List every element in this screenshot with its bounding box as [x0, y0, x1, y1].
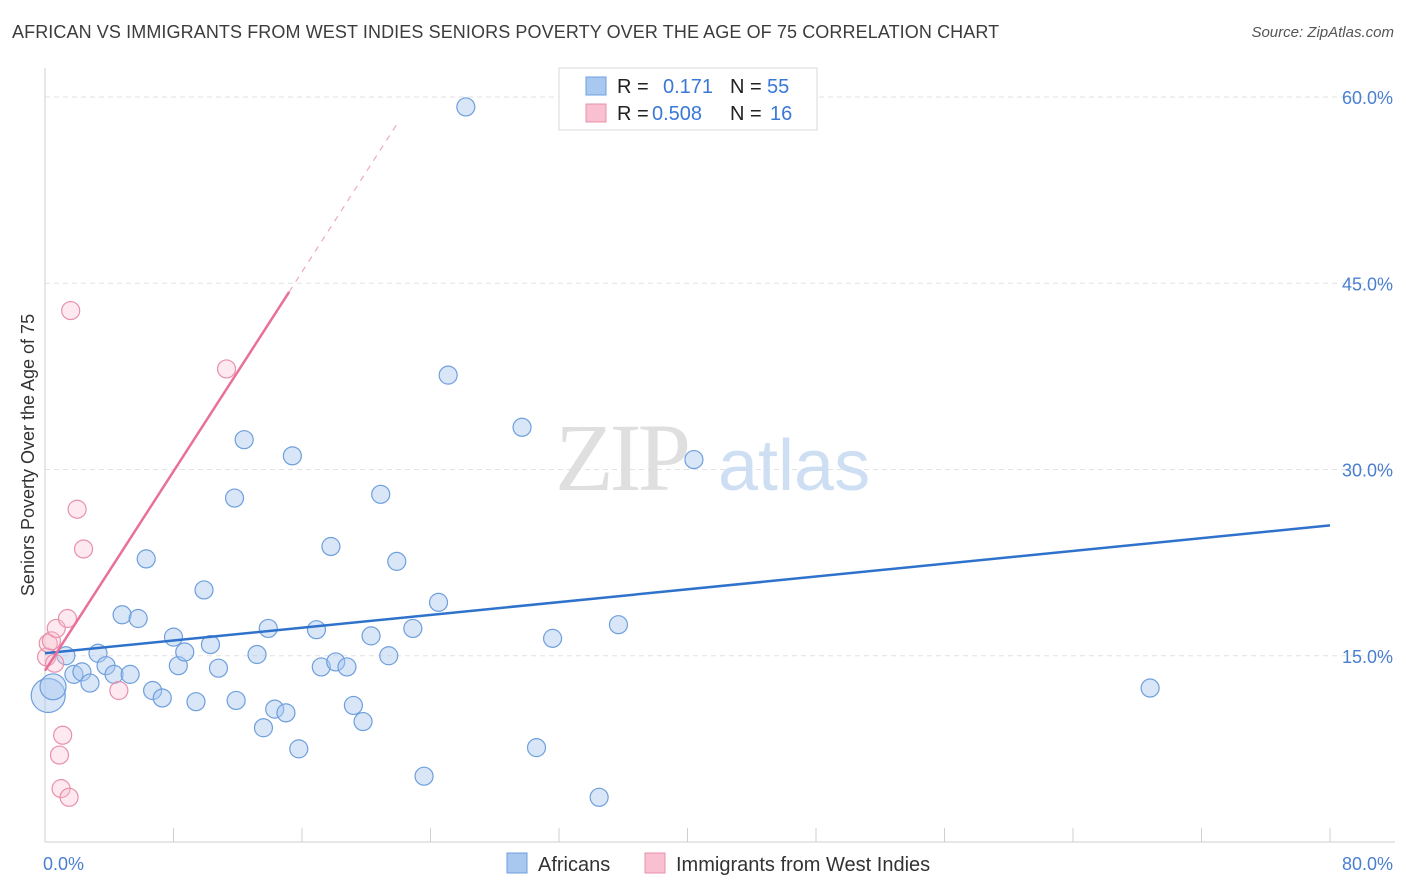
point-africans	[175, 642, 195, 662]
point-africans	[353, 711, 373, 732]
point-africans	[136, 549, 156, 569]
legend-r-label: R =	[617, 103, 649, 125]
legend-n-label: N =	[730, 76, 762, 98]
point-africans	[361, 626, 381, 646]
point-africans	[337, 657, 357, 677]
y-tick-label: 30.0%	[1342, 461, 1393, 481]
point-africans	[208, 658, 229, 678]
point-west-indies	[216, 359, 237, 379]
point-africans	[143, 680, 163, 701]
point-africans	[258, 618, 278, 639]
legend-r-value-africans: 0.171	[663, 76, 713, 98]
point-west-indies	[73, 539, 94, 559]
legend-n-label: N =	[730, 103, 762, 125]
point-west-indies	[57, 608, 78, 629]
bottom-legend-swatch-west-indies	[644, 852, 666, 874]
gridlines	[45, 96, 1395, 657]
point-africans	[589, 787, 609, 807]
watermark: ZIP atlas	[555, 404, 870, 511]
point-africans	[512, 417, 532, 437]
point-africans	[289, 739, 309, 759]
point-africans	[234, 430, 254, 450]
y-tick-label: 15.0%	[1342, 647, 1393, 667]
point-africans	[311, 657, 331, 677]
legend-n-value-africans: 55	[767, 76, 789, 98]
point-west-indies	[67, 499, 87, 519]
point-africans	[403, 618, 423, 639]
stats-legend: R = 0.171 N = 55 R = 0.508 N = 16	[558, 67, 818, 131]
point-africans	[428, 592, 449, 612]
point-africans	[343, 695, 363, 716]
source-credit: Source: ZipAtlas.com	[1251, 24, 1394, 41]
point-west-indies	[53, 725, 73, 745]
point-africans	[387, 551, 407, 571]
legend-r-value-west-indies: 0.508	[652, 103, 702, 125]
point-africans	[112, 605, 132, 625]
point-africans	[438, 365, 458, 385]
point-africans	[224, 488, 245, 508]
point-africans	[226, 690, 246, 711]
legend-swatch-africans	[585, 76, 607, 96]
point-africans	[526, 738, 547, 758]
trend-lines	[43, 121, 1331, 672]
legend-r-label: R =	[617, 76, 649, 98]
point-africans	[253, 718, 274, 738]
bottom-legend-swatch-africans	[506, 852, 528, 874]
y-tick-label: 45.0%	[1342, 274, 1393, 294]
point-africans	[194, 580, 214, 600]
point-west-indies	[61, 300, 81, 321]
point-africans	[186, 692, 206, 712]
point-africans	[456, 97, 476, 117]
x-tick-label-max: 80.0%	[1342, 854, 1393, 874]
trend-line-africans	[44, 524, 1331, 655]
bottom-legend-label-africans: Africans	[538, 854, 610, 876]
point-west-indies	[109, 680, 129, 701]
point-africans	[104, 664, 124, 684]
point-africans	[379, 646, 399, 666]
series-legend: Africans Immigrants from West Indies	[506, 852, 930, 876]
tick-labels: 15.0% 30.0% 45.0% 60.0% 0.0% 80.0%	[43, 88, 1393, 874]
point-africans	[80, 673, 100, 693]
data-points	[30, 97, 1160, 807]
point-africans	[306, 620, 327, 640]
point-africans	[414, 766, 434, 786]
point-africans	[542, 628, 563, 648]
bottom-legend-label-west-indies: Immigrants from West Indies	[676, 854, 930, 876]
point-africans	[64, 664, 84, 684]
x-tick-label-min: 0.0%	[43, 854, 84, 874]
point-africans	[608, 615, 629, 635]
y-tick-label: 60.0%	[1342, 88, 1393, 108]
point-africans	[72, 662, 92, 682]
point-africans	[371, 484, 391, 504]
trend-line-west-indies-extension	[288, 121, 399, 293]
point-africans	[39, 673, 67, 701]
watermark-zip: ZIP	[555, 404, 688, 511]
point-africans	[120, 664, 140, 684]
point-africans	[326, 652, 346, 672]
trend-line-west-indies	[43, 291, 291, 672]
axes	[44, 68, 1395, 843]
point-west-indies	[41, 631, 62, 651]
point-africans	[128, 608, 148, 629]
point-africans	[276, 703, 296, 723]
point-africans	[321, 536, 341, 557]
point-africans	[152, 688, 172, 708]
legend-swatch-west-indies	[585, 103, 607, 123]
point-africans	[265, 699, 285, 719]
point-west-indies	[59, 787, 79, 807]
chart-title: AFRICAN VS IMMIGRANTS FROM WEST INDIES S…	[12, 22, 1000, 42]
point-africans	[247, 644, 267, 665]
y-axis-label: Seniors Poverty Over the Age of 75	[18, 314, 38, 596]
point-africans	[282, 446, 302, 466]
point-west-indies	[49, 745, 70, 765]
watermark-atlas: atlas	[718, 426, 870, 506]
point-africans	[684, 449, 704, 470]
point-africans	[1140, 678, 1160, 698]
legend-n-value-west-indies: 16	[770, 103, 792, 125]
point-africans	[163, 627, 184, 647]
